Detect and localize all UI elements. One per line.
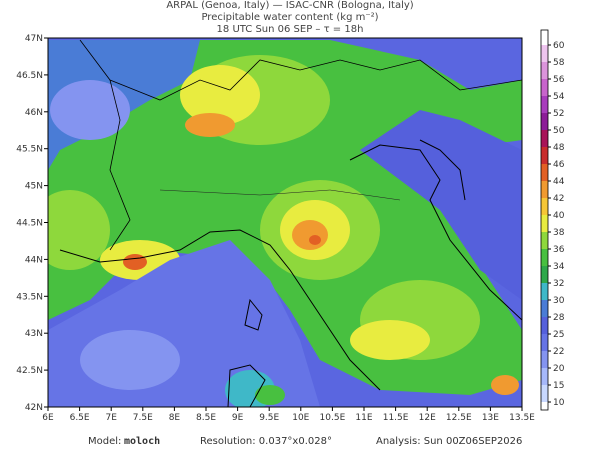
lat-label: 45.5N [16, 145, 43, 155]
colorbar-label: 44 [553, 177, 565, 187]
lon-label: 9E [232, 413, 244, 423]
colorbar-band [541, 334, 548, 351]
lon-label: 10E [292, 413, 309, 423]
lat-label: 44.5N [16, 219, 43, 229]
colorbar-label: 32 [553, 279, 564, 289]
lat-label: 42N [25, 403, 43, 413]
colorbar-band [541, 215, 548, 232]
colorbar: 10 15 20 22 25 28 30 32 34 36 38 40 42 44 46 48 50 52 54 56… [540, 29, 565, 411]
colorbar-label: 20 [553, 364, 565, 374]
lon-label: 13E [482, 413, 499, 423]
colorbar-label: 58 [553, 58, 565, 68]
colorbar-label: 50 [553, 126, 565, 136]
colorbar-band [541, 79, 548, 96]
lon-label: 9.5E [259, 413, 279, 423]
colorbar-label: 40 [553, 211, 565, 221]
lat-label: 42.5N [16, 366, 43, 376]
lon-label: 8E [169, 413, 181, 423]
colorbar-cap [541, 402, 548, 410]
colorbar-band [541, 283, 548, 300]
colorbar-label: 15 [553, 381, 564, 391]
lon-label: 12E [419, 413, 436, 423]
colorbar-label: 54 [553, 92, 565, 102]
colorbar-band [541, 45, 548, 62]
lon-label: 6E [42, 413, 54, 423]
lat-label: 46.5N [16, 71, 43, 81]
colorbar-band [541, 198, 548, 215]
lat-label: 43.5N [16, 292, 43, 302]
lon-label: 8.5E [196, 413, 216, 423]
colorbar-cap [541, 30, 548, 45]
lon-label: 13.5E [509, 413, 535, 423]
colorbar-band [541, 385, 548, 402]
colorbar-label: 36 [553, 245, 565, 255]
colorbar-band [541, 351, 548, 368]
colorbar-label: 30 [553, 296, 565, 306]
colorbar-label: 28 [553, 313, 565, 323]
colorbar-label: 48 [553, 143, 565, 153]
footer-analysis: Analysis: Sun 00Z06SEP2026 [376, 436, 522, 447]
colorbar-band [541, 266, 548, 283]
colorbar-band [541, 62, 548, 79]
colorbar-label: 46 [553, 160, 565, 170]
colorbar-band [541, 164, 548, 181]
colorbar-band [541, 300, 548, 317]
lon-label: 11.5E [383, 413, 409, 423]
colorbar-label: 60 [553, 41, 565, 51]
colorbar-label: 56 [553, 75, 565, 85]
lat-label: 47N [25, 34, 43, 44]
colorbar-label: 10 [553, 398, 565, 408]
colorbar-label: 42 [553, 194, 564, 204]
lon-label: 10.5E [320, 413, 346, 423]
lon-label: 7.5E [133, 413, 153, 423]
lon-label: 12.5E [446, 413, 472, 423]
colorbar-band [541, 249, 548, 266]
colorbar-label: 25 [553, 330, 564, 340]
lon-label: 7E [105, 413, 117, 423]
colorbar-band [541, 96, 548, 113]
footer-resolution: Resolution: 0.037°x0.028° [200, 436, 332, 447]
colorbar-band [541, 147, 548, 164]
colorbar-band [541, 317, 548, 334]
lon-label: 6.5E [70, 413, 90, 423]
colorbar-label: 34 [553, 262, 565, 272]
header-line: Precipitable water content (kg m⁻²) [201, 12, 378, 23]
lon-axis: 6E 6.5E 7E 7.5E 8E 8.5E 9E 9.5E 10E 10.5E 11E 11.5E… [42, 407, 535, 423]
lat-axis: 47N 46.5N 46N 45.5N 45N 44.5N 44N 43.5N 43N 42.5N… [16, 34, 48, 413]
lat-label: 44N [25, 255, 43, 265]
footer-model: moloch [124, 436, 160, 447]
lat-label: 46N [25, 108, 43, 118]
colorbar-band [541, 368, 548, 385]
lat-label: 45N [25, 182, 43, 192]
colorbar-frame [540, 29, 549, 411]
colorbar-band [541, 113, 548, 130]
colorbar-band [541, 181, 548, 198]
colorbar-label: 52 [553, 109, 564, 119]
field [48, 38, 522, 407]
lat-label: 43N [25, 329, 43, 339]
colorbar-label: 38 [553, 228, 565, 238]
header-line: ARPAL (Genoa, Italy) — ISAC-CNR (Bologna… [166, 0, 413, 11]
lon-label: 11E [355, 413, 372, 423]
footer-model-label: Model: [88, 436, 121, 447]
header-line: 18 UTC Sun 06 SEP – τ = 18h [217, 24, 364, 35]
colorbar-band [541, 130, 548, 147]
colorbar-label: 22 [553, 347, 564, 357]
colorbar-band [541, 232, 548, 249]
